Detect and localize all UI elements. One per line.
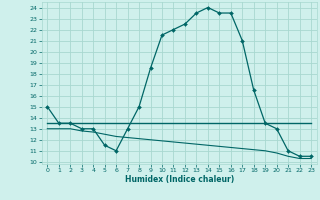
X-axis label: Humidex (Indice chaleur): Humidex (Indice chaleur) [124,175,234,184]
